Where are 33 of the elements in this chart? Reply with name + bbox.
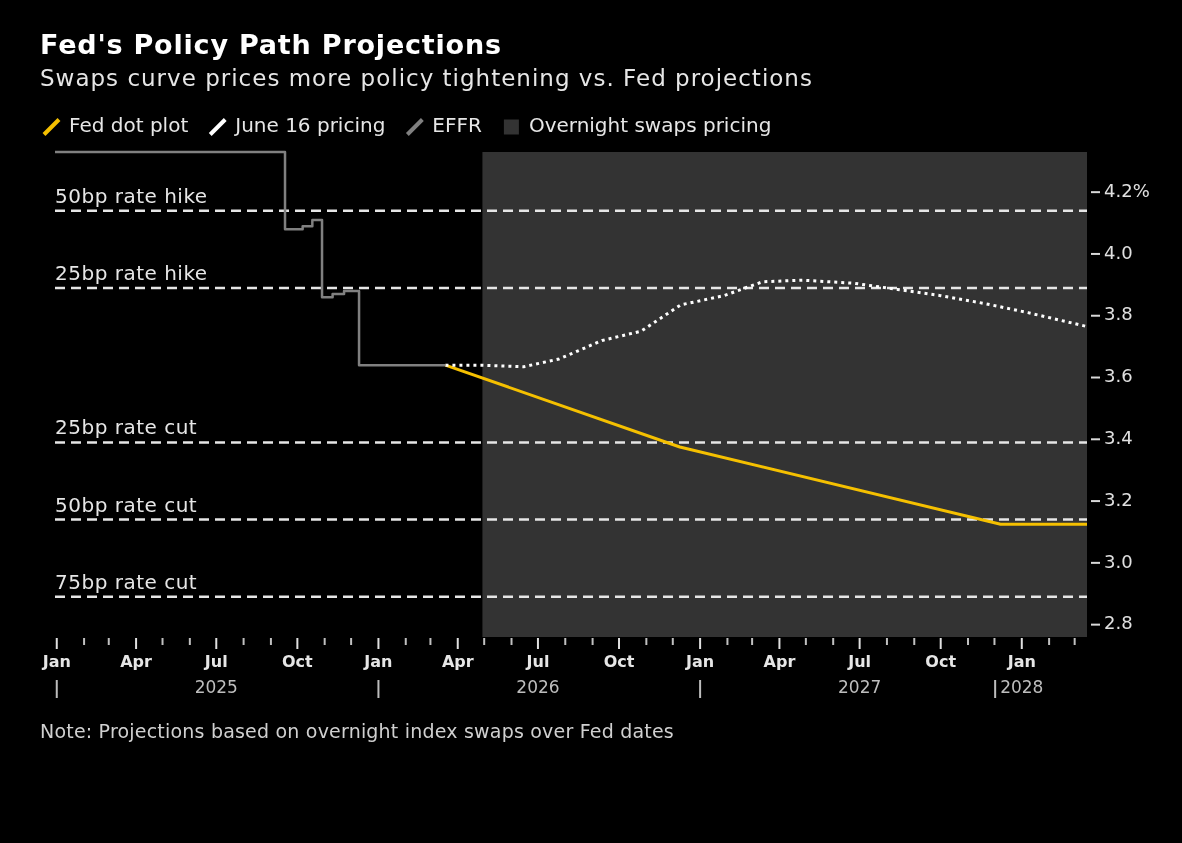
y-tick-label: 3.0 [1104,550,1133,572]
y-tick-label: 4.0 [1104,241,1133,263]
chart-title: Fed's Policy Path Projections [40,29,502,61]
x-tick-label: Jul 2026 [516,652,560,698]
x-tick-label: Jan [41,652,71,672]
legend-label: Overnight swaps pricing [528,113,772,138]
x-tick-label: Jan [685,652,715,672]
legend-label: EFFR [432,113,482,138]
ref-line-label: 50bp rate cut [55,492,198,517]
x-tick-label: Jul 2027 [837,652,882,698]
x-tick-label: Apr [763,652,796,672]
y-tick-label: 3.4 [1104,426,1133,448]
y-tick-label: 3.8 [1104,303,1133,325]
ref-line-label: 75bp rate cut [55,569,198,594]
x-tick-label: Apr [120,652,153,672]
x-tick-label: Apr [441,652,474,672]
chart-subtitle: Swaps curve prices more policy tightening vs. Fed projections [40,64,813,92]
legend-label: June 16 pricing [233,113,386,138]
ref-line-label: 25bp rate hike [55,260,208,285]
y-tick-label: 2.8 [1104,612,1133,634]
x-tick-label: Jan [363,652,393,672]
x-tick-label: Jan 2028 [1000,652,1044,698]
x-tick-label: Oct [603,652,635,672]
legend-label: Fed dot plot [69,113,189,138]
ref-line-label: 25bp rate cut [55,415,198,440]
y-tick-label: 3.2 [1104,488,1133,510]
x-tick-label: Oct [925,652,957,672]
y-tick-label: 3.6 [1104,365,1133,387]
text: Note: Projections based on overnight index swaps over Fed dates [40,719,674,743]
x-tick-label: Oct [281,652,314,672]
y-tick-label: 4.2% [1104,179,1150,201]
x-tick-label: Jul 2025 [194,652,238,698]
ref-line-label: 50bp rate hike [55,183,208,208]
